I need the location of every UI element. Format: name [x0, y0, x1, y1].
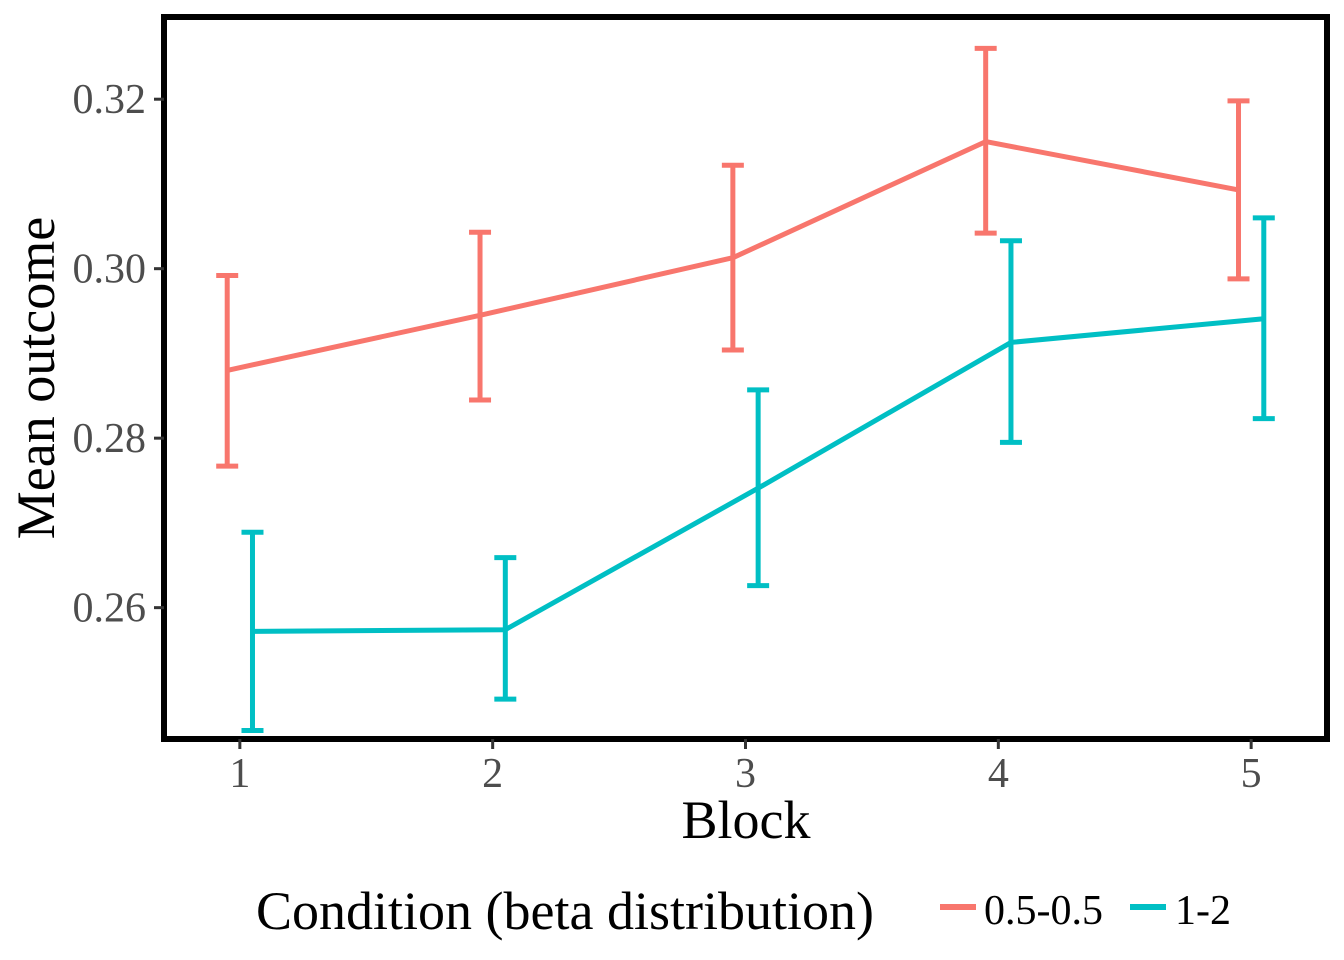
legend-label-1-2: 1-2 [1175, 888, 1231, 934]
error-bar-1-2-block-4 [999, 238, 1022, 445]
legend-title: Condition (beta distribution) [256, 881, 874, 941]
error-bar-0-5-0-5-block-4 [974, 45, 997, 236]
error-bar-1-2-block-2 [494, 555, 517, 702]
error-bar-0-5-0-5-block-2 [469, 229, 492, 403]
x-axis-title: Block [682, 790, 811, 850]
x-tick-label-1: 1 [229, 751, 250, 797]
error-bar-0-5-0-5-block-3 [721, 162, 744, 353]
y-axis-title: Mean outcome [6, 217, 66, 539]
series-layer [216, 45, 1275, 734]
y-tick-label-0.30: 0.30 [73, 247, 147, 293]
x-tick-label-4: 4 [988, 751, 1009, 797]
x-tick-label-3: 3 [735, 751, 756, 797]
y-tick-label-0.32: 0.32 [73, 77, 147, 123]
axis-layer: 0.26 0.28 0.30 0.32 1 2 3 4 5 [73, 77, 1262, 797]
y-tick-label-0.26: 0.26 [73, 586, 147, 632]
x-tick-label-5: 5 [1241, 751, 1262, 797]
error-bar-0-5-0-5-block-5 [1227, 98, 1250, 282]
error-bar-1-2-block-1 [241, 529, 264, 734]
error-bar-0-5-0-5-block-1 [216, 272, 239, 469]
error-bar-1-2-block-5 [1252, 215, 1275, 422]
x-tick-label-2: 2 [482, 751, 503, 797]
legend-label-0-5-0-5: 0.5-0.5 [984, 888, 1103, 934]
error-bar-1-2-block-3 [747, 387, 770, 589]
y-tick-label-0.28: 0.28 [73, 416, 147, 462]
legend: Condition (beta distribution) 0.5-0.5 1-… [256, 881, 1231, 941]
